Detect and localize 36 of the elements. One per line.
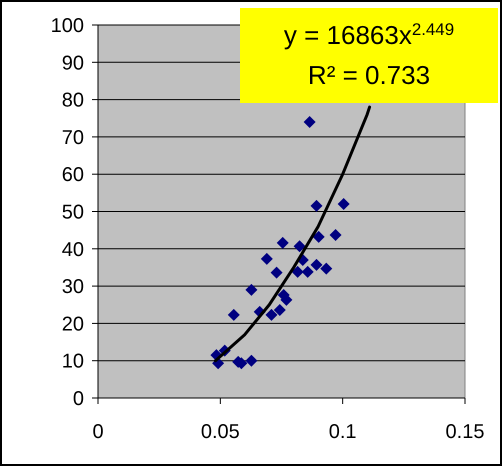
y-tick-label: 40 — [62, 238, 84, 261]
point — [276, 236, 289, 249]
equation-box: y = 16863x$^{2.449}$ R² = 0.733 — [240, 8, 498, 103]
point — [312, 230, 325, 243]
x-tick-label: 0 — [92, 421, 104, 443]
y-tick-label: 30 — [62, 276, 84, 298]
y-tick-label: 80 — [62, 90, 84, 112]
point — [245, 284, 258, 296]
y-tick-label: 20 — [62, 313, 84, 336]
point — [310, 200, 322, 212]
point — [294, 240, 306, 252]
point — [302, 266, 314, 278]
annotation: R² = 0.733 — [308, 60, 430, 90]
x-tick-label: 0.1 — [328, 421, 357, 443]
point — [330, 229, 342, 241]
point — [304, 116, 316, 128]
point — [260, 252, 273, 265]
point — [292, 266, 304, 278]
point — [228, 308, 240, 321]
point — [310, 258, 322, 271]
point — [338, 198, 350, 210]
y-tick-label: 50 — [62, 202, 84, 224]
y-tick-label: 10 — [62, 350, 84, 373]
y-tick-label: 70 — [62, 126, 84, 149]
annotation: y = 16863x$^{2.449}$ — [284, 20, 454, 50]
point — [265, 308, 278, 321]
y-tick-label: 60 — [62, 164, 84, 186]
point — [270, 266, 283, 279]
x-tick-label: 0.15 — [446, 421, 484, 443]
point — [245, 354, 258, 367]
y-tick-label: 0 — [72, 388, 84, 410]
x-tick-label: 0.05 — [200, 421, 240, 443]
point — [274, 304, 286, 316]
y-tick-label: 100 — [50, 15, 84, 37]
y-tick-label: 90 — [62, 52, 84, 74]
point — [320, 262, 332, 275]
